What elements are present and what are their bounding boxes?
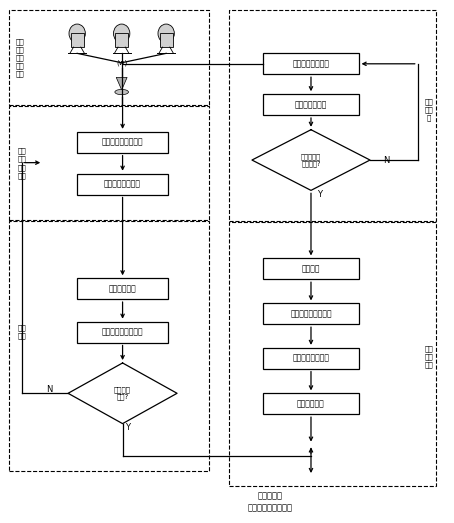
Text: 卡星位置坐标转换: 卡星位置坐标转换 <box>292 59 330 69</box>
Text: 卡星位置观测値模拟: 卡星位置观测値模拟 <box>290 309 332 319</box>
FancyBboxPatch shape <box>263 53 359 74</box>
Bar <box>229 10 436 221</box>
Circle shape <box>158 24 174 43</box>
Polygon shape <box>116 77 127 90</box>
Text: 星间
双向
距离
激光
生成: 星间 双向 距离 激光 生成 <box>16 38 25 77</box>
Text: N: N <box>46 385 52 394</box>
FancyBboxPatch shape <box>263 94 359 115</box>
Circle shape <box>114 24 130 43</box>
Text: 卡星位置坐标转换: 卡星位置坐标转换 <box>292 354 330 363</box>
Text: N: N <box>384 155 390 165</box>
FancyBboxPatch shape <box>115 33 128 47</box>
Text: 自主定位
结果?: 自主定位 结果? <box>114 386 131 401</box>
Text: 星历
参数
拟合: 星历 参数 拟合 <box>424 345 434 368</box>
FancyBboxPatch shape <box>160 33 173 47</box>
Text: 星历参数拟合: 星历参数拟合 <box>297 399 325 408</box>
FancyBboxPatch shape <box>263 258 359 279</box>
Text: (w): (w) <box>116 60 127 66</box>
FancyBboxPatch shape <box>77 278 168 299</box>
Text: 卡星位置观测値模拟: 卡星位置观测値模拟 <box>102 327 143 337</box>
Text: Y: Y <box>316 190 322 199</box>
FancyBboxPatch shape <box>71 33 84 47</box>
Polygon shape <box>68 363 177 424</box>
Text: 双向观测値归一化: 双向观测値归一化 <box>104 179 141 189</box>
FancyBboxPatch shape <box>77 174 168 195</box>
Text: 轨迹外推: 轨迹外推 <box>302 264 320 274</box>
FancyBboxPatch shape <box>263 348 359 369</box>
Circle shape <box>69 24 85 43</box>
Bar <box>9 10 209 105</box>
Bar <box>9 106 209 220</box>
Text: 所有观测値
遍历完毕?: 所有观测値 遍历完毕? <box>301 153 321 167</box>
FancyBboxPatch shape <box>77 322 168 343</box>
Bar <box>9 221 209 471</box>
Text: 地上几何定位: 地上几何定位 <box>109 284 137 293</box>
Ellipse shape <box>115 89 128 95</box>
FancyBboxPatch shape <box>77 132 168 153</box>
Bar <box>229 222 436 486</box>
Text: 星间
双向
测距
归零: 星间 双向 测距 归零 <box>17 147 26 179</box>
Text: 距离双向观测値模拟: 距离双向观测値模拟 <box>102 138 143 147</box>
Text: 开始下一轮
自主导航轨迹仿生成: 开始下一轮 自主导航轨迹仿生成 <box>247 491 293 513</box>
Polygon shape <box>252 130 370 190</box>
Text: 几何
定位: 几何 定位 <box>17 325 26 339</box>
FancyBboxPatch shape <box>263 303 359 324</box>
Text: 轨道动力学定数: 轨道动力学定数 <box>295 100 327 109</box>
Text: 动力
学定
轨: 动力 学定 轨 <box>424 98 434 121</box>
Text: Y: Y <box>125 423 131 433</box>
FancyBboxPatch shape <box>263 393 359 414</box>
